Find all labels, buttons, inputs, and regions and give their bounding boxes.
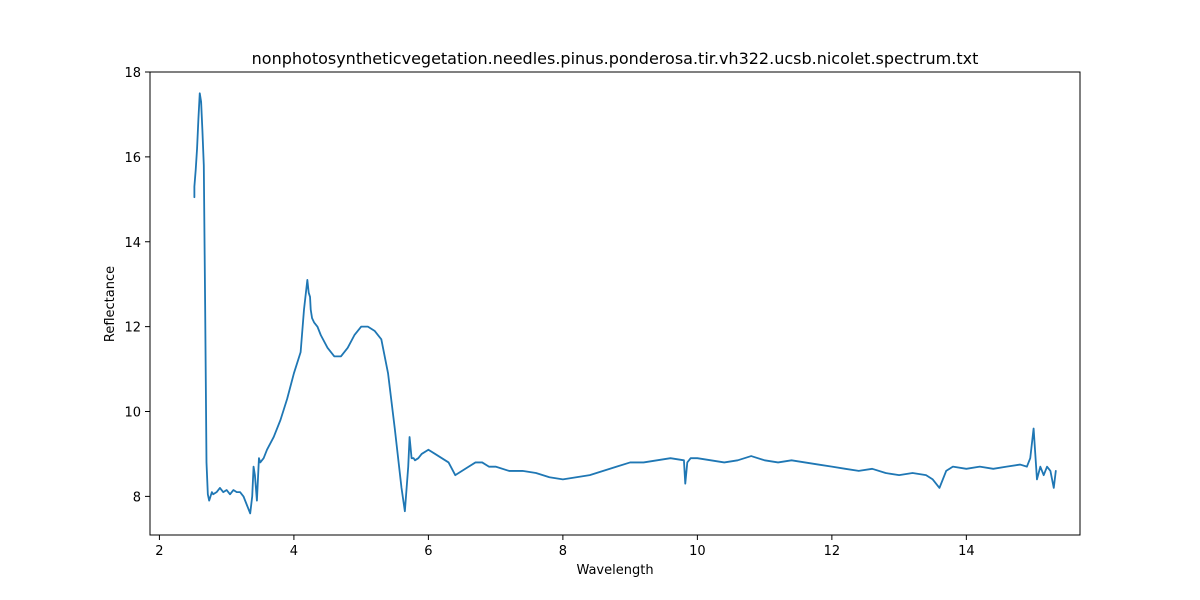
- x-tick-label: 6: [424, 544, 432, 559]
- plot-frame: [149, 71, 1081, 536]
- y-tick-label: 18: [124, 66, 141, 81]
- y-tick-label: 12: [124, 321, 141, 336]
- plot-area: [149, 71, 1081, 536]
- y-tick-label: 14: [124, 236, 141, 251]
- x-tick-label: 2: [155, 544, 163, 559]
- x-axis: 2 4 6 8 10 12 14: [155, 535, 975, 559]
- series-line-0: [193, 92, 1057, 515]
- x-axis-label: Wavelength: [576, 563, 653, 578]
- x-tick-label: 14: [958, 544, 975, 559]
- y-axis-label: Reflectance: [103, 266, 118, 342]
- y-tick-label: 10: [124, 406, 141, 421]
- x-tick-label: 10: [689, 544, 706, 559]
- y-tick-label: 16: [124, 151, 141, 166]
- y-tick-label: 8: [133, 490, 141, 505]
- x-tick-label: 4: [290, 544, 298, 559]
- chart-title: nonphotosyntheticvegetation.needles.pinu…: [252, 49, 979, 68]
- x-tick-label: 12: [824, 544, 841, 559]
- y-axis: 8 10 12 14 16 18: [124, 66, 150, 505]
- x-tick-label: 8: [559, 544, 567, 559]
